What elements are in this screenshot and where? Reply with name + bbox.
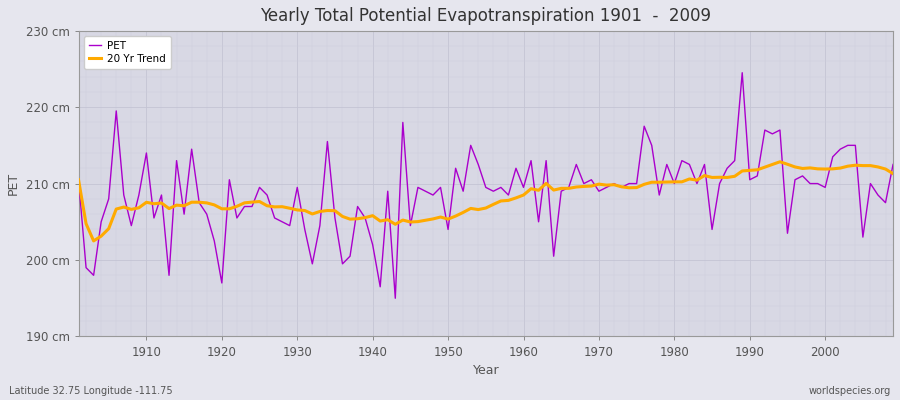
20 Yr Trend (352, 216, 363, 221)
PET (616, 185, 627, 190)
PET (887, 162, 898, 167)
PET (526, 158, 536, 163)
PET (73, 177, 84, 182)
Line: 20 Yr Trend: 20 Yr Trend (78, 162, 893, 241)
20 Yr Trend (616, 184, 627, 189)
20 Yr Trend (775, 159, 786, 164)
PET (518, 185, 529, 190)
20 Yr Trend (518, 193, 529, 198)
20 Yr Trend (307, 212, 318, 216)
PET (390, 296, 400, 301)
20 Yr Trend (887, 171, 898, 176)
Text: Latitude 32.75 Longitude -111.75: Latitude 32.75 Longitude -111.75 (9, 386, 173, 396)
20 Yr Trend (141, 200, 152, 205)
Text: worldspecies.org: worldspecies.org (809, 386, 891, 396)
20 Yr Trend (73, 177, 84, 182)
20 Yr Trend (88, 238, 99, 243)
PET (300, 227, 310, 232)
PET (133, 193, 144, 198)
Line: PET: PET (78, 73, 893, 298)
20 Yr Trend (526, 186, 536, 191)
Y-axis label: PET: PET (7, 172, 20, 195)
PET (737, 70, 748, 75)
X-axis label: Year: Year (472, 364, 500, 377)
PET (345, 254, 356, 258)
Title: Yearly Total Potential Evapotranspiration 1901  -  2009: Yearly Total Potential Evapotranspiratio… (260, 7, 711, 25)
Legend: PET, 20 Yr Trend: PET, 20 Yr Trend (84, 36, 171, 70)
